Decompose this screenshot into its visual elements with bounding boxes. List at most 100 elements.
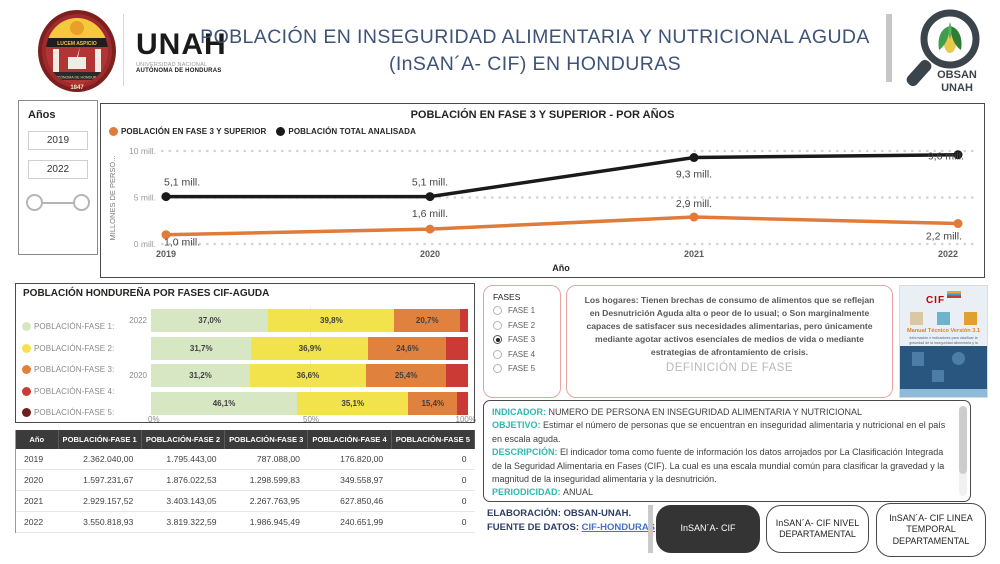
bar-segment[interactable]: 36,6% [249,364,366,387]
year-to-input[interactable]: 2022 [28,160,88,179]
table-cell: 1.876.022,53 [141,469,225,491]
bar-segment[interactable]: 46,1% [151,391,298,415]
data-label: 1,6 mill. [412,208,448,220]
years-slicer: Años 2019 2022 [18,100,98,255]
bar-segment[interactable]: 35,1% [297,391,409,415]
table-header-cell[interactable]: POBLACIÓN-FASE 3 [224,430,309,449]
legend-item[interactable]: POBLACIÓN-FASE 5: [22,408,114,417]
radio-button-icon[interactable] [493,306,502,315]
legend-item-label: POBLACIÓN-FASE 4: [34,386,115,396]
obsan-text-1: OBSAN [937,69,977,81]
header: LUCEM ASPICIO AUTÓNOMA DE HONDURAS 1847 … [0,0,1000,98]
legend-item-label: POBLACIÓN-FASE 5: [34,408,115,417]
cif-flag-icon [947,291,962,298]
cif-manual-thumbnail[interactable]: CIF Manual Técnico Versión 3.1 Informaci… [900,286,987,397]
scrollbar-thumb[interactable] [959,406,967,474]
svg-text:10 mill.: 10 mill. [129,146,156,156]
data-label: 5,1 mill. [164,177,200,189]
year-range-slider[interactable] [26,193,90,213]
credits-block: ELABORACIÓN: OBSAN-UNAH. FUENTE DE DATOS… [487,507,657,534]
cif-honduras-link[interactable]: CIF-HONDURAS [581,521,656,533]
table-header-cell[interactable]: Año [16,430,59,449]
legend-item[interactable]: POBLACIÓN-FASE 3: [22,365,114,374]
table-header-cell[interactable]: POBLACIÓN-FASE 5 [391,430,476,449]
legend-dot-icon [22,322,31,331]
radio-button-icon[interactable] [493,320,502,330]
table-header-cell[interactable]: POBLACIÓN-FASE 2 [141,430,226,449]
table-cell: 1.986.945,49 [224,511,308,533]
legend-item-label: POBLACIÓN EN FASE 3 Y SUPERIOR [121,127,267,136]
year-from-input[interactable]: 2019 [28,131,88,150]
fase-radio-option[interactable]: FASE 1 [493,306,560,315]
slider-knob-right[interactable] [73,194,90,211]
unah-wordmark-text: UNAH [136,28,227,61]
nav-button[interactable]: InSAN´A- CIF LINEA TEMPORAL DEPARTAMENTA… [876,503,986,557]
bar-segment[interactable] [460,309,468,332]
bar-segment[interactable] [446,336,468,360]
radio-button-icon[interactable] [493,349,502,359]
info-line-label: DESCRIPCIÓN: [492,447,561,458]
legend-item[interactable]: POBLACIÓN-FASE 1: [22,322,114,331]
bar-segment[interactable]: 15,4% [408,391,458,415]
bar-segment[interactable] [457,391,468,415]
fase-radio-option[interactable]: FASE 5 [493,364,560,373]
elaboracion-text: ELABORACIÓN: OBSAN-UNAH. [487,508,632,519]
clipboard-icon [912,352,924,366]
fase-radio-option[interactable]: FASE 3 [493,335,560,344]
fase-radio-option[interactable]: FASE 4 [493,349,560,359]
fase-radio-option[interactable]: FASE 2 [493,320,560,330]
unah-subtitle-2: AUTÓNOMA DE HONDURAS [136,68,222,74]
table-header-cell[interactable]: POBLACIÓN-FASE 1 [58,430,142,449]
bar-row: 31,7% 36,9% 24,6% [151,336,468,360]
bar-segment[interactable]: 39,8% [268,309,395,332]
nav-button[interactable]: InSAN´A- CIF NIVEL DEPARTAMENTAL [766,505,869,553]
bar-segment[interactable]: 31,2% [151,364,250,387]
header-divider [123,14,124,86]
header-separator-bar [886,14,892,82]
bar-segment[interactable]: 37,0% [151,309,269,332]
bar-segment[interactable]: 24,6% [368,336,447,360]
legend-item[interactable]: POBLACIÓN EN FASE 3 Y SUPERIOR [109,127,266,136]
fases-options: FASE 1 FASE 2 FASE 3 FASE 4 FASE 5 [493,306,560,373]
table-cell: 627.850,46 [307,490,392,512]
unah-subtitle-1: UNIVERSIDAD NACIONAL [136,62,208,68]
bar-segment[interactable] [446,364,468,387]
legend-item-label: POBLACIÓN TOTAL ANALISADA [288,127,416,136]
obsan-unah-logo: OBSAN UNAH [906,9,980,94]
line-chart-legend: POBLACIÓN EN FASE 3 Y SUPERIOR POBLACIÓN … [109,127,416,136]
svg-text:0 mill.: 0 mill. [134,239,156,249]
slider-knob-left[interactable] [26,194,43,211]
chart-icon [932,370,944,382]
data-label: 9,3 mill. [676,169,712,181]
legend-item[interactable]: POBLACIÓN TOTAL ANALISADA [276,127,416,136]
obsan-text-2: UNAH [941,82,973,94]
bar-segment[interactable]: 20,7% [394,309,461,332]
slider-track[interactable] [34,202,82,204]
phase-definition-caption: DEFINICIÓN DE FASE [665,362,794,374]
legend-dot-icon [22,343,31,353]
table-header-cell[interactable]: POBLACIÓN-FASE 4 [307,430,392,449]
radio-button-icon[interactable] [493,335,502,344]
radio-button-icon[interactable] [493,364,502,373]
svg-text:2020: 2020 [420,249,440,259]
page-title-line2: (InSAN´A- CIF) EN HONDURAS [388,53,682,75]
legend-dot-icon [22,386,31,396]
table-cell: 0 [391,469,475,491]
x-tick-label: 100% [455,415,476,424]
legend-item[interactable]: POBLACIÓN-FASE 2: [22,343,114,353]
corn-icon [938,22,962,53]
line-chart-panel: POBLACIÓN EN FASE 3 Y SUPERIOR - POR AÑO… [100,103,985,278]
info-line: PERIODICIDAD: ANUAL [492,487,594,498]
legend-item[interactable]: POBLACIÓN-FASE 4: [22,386,115,396]
table-row: 2021 2.929.157,52 3.403.143,05 2.267.763,95… [16,490,475,512]
nav-button[interactable]: InSAN´A- CIF [656,505,760,553]
fase-radio-label: FASE 4 [508,349,536,359]
bar-segment[interactable]: 31,7% [151,336,252,360]
bar-segment[interactable]: 36,9% [251,336,369,360]
footer-separator-bar [648,505,653,553]
crest-motto: LUCEM ASPICIO [57,41,97,47]
svg-text:2022: 2022 [938,249,958,259]
bar-segment[interactable]: 25,4% [365,364,447,387]
crest-year: 1847 [70,85,84,91]
table-cell: 2022 [16,511,58,533]
